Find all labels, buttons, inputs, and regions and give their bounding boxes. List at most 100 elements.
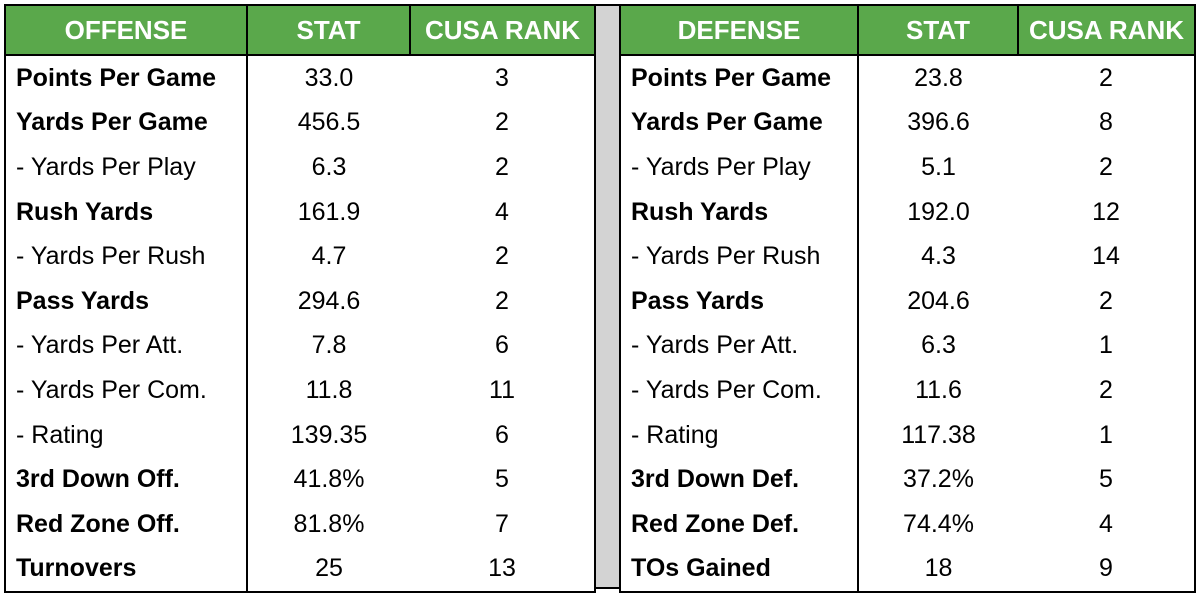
- defense-row-label: TOs Gained: [619, 546, 859, 593]
- defense-row-rank: 12: [1018, 189, 1196, 235]
- offense-row-label: - Yards Per Play: [4, 145, 248, 190]
- defense-row-rank: 1: [1018, 323, 1196, 369]
- offense-stat-header: STAT: [246, 4, 411, 56]
- table-row: Yards Per Game 396.6 8: [619, 100, 1196, 146]
- defense-row-label: - Yards Per Rush: [619, 234, 859, 279]
- defense-header-row: DEFENSE STAT CUSA RANK: [619, 4, 1196, 56]
- offense-row-stat: 7.8: [246, 323, 410, 369]
- table-row: Rush Yards 192.0 12: [619, 189, 1196, 235]
- offense-row-stat: 41.8%: [246, 457, 410, 502]
- defense-row-label: Yards Per Game: [619, 100, 859, 146]
- offense-row-stat: 456.5: [246, 100, 410, 146]
- offense-row-stat: 161.9: [246, 189, 410, 235]
- defense-row-stat: 18: [857, 546, 1018, 593]
- offense-row-rank: 3: [410, 55, 596, 101]
- defense-body: Points Per Game 23.8 2 Yards Per Game 396.6 8…: [619, 55, 1196, 593]
- offense-table: OFFENSE STAT CUSA RANK Points Per Game 33…: [4, 4, 596, 593]
- offense-row-label: - Yards Per Att.: [4, 323, 248, 369]
- defense-row-label: - Yards Per Att.: [619, 323, 859, 369]
- offense-row-label: Turnovers: [4, 546, 248, 593]
- table-row: - Yards Per Play 5.1 2: [619, 145, 1196, 190]
- offense-row-stat: 81.8%: [246, 501, 410, 547]
- offense-header: OFFENSE: [4, 4, 248, 56]
- defense-row-rank: 2: [1018, 145, 1196, 190]
- defense-row-stat: 23.8: [857, 55, 1018, 101]
- defense-row-stat: 396.6: [857, 100, 1018, 146]
- offense-row-label: - Yards Per Rush: [4, 234, 248, 279]
- table-row: - Yards Per Play 6.3 2: [4, 145, 596, 190]
- offense-row-label: 3rd Down Off.: [4, 457, 248, 502]
- offense-row-stat: 33.0: [246, 55, 410, 101]
- offense-row-rank: 7: [410, 501, 596, 547]
- table-row: Points Per Game 33.0 3: [4, 55, 596, 101]
- table-row: - Yards Per Att. 6.3 1: [619, 323, 1196, 369]
- offense-row-label: Points Per Game: [4, 55, 248, 101]
- offense-rank-header: CUSA RANK: [409, 4, 596, 56]
- offense-row-rank: 5: [410, 457, 596, 502]
- table-row: Points Per Game 23.8 2: [619, 55, 1196, 101]
- table-row: 3rd Down Def. 37.2% 5: [619, 457, 1196, 502]
- offense-row-stat: 25: [246, 546, 410, 593]
- defense-row-rank: 9: [1018, 546, 1196, 593]
- defense-row-rank: 4: [1018, 501, 1196, 547]
- offense-row-stat: 139.35: [246, 412, 410, 458]
- table-row: Pass Yards 204.6 2: [619, 278, 1196, 324]
- table-row: - Rating 117.38 1: [619, 412, 1196, 458]
- table-row: 3rd Down Off. 41.8% 5: [4, 457, 596, 502]
- offense-row-label: Rush Yards: [4, 189, 248, 235]
- offense-row-label: - Yards Per Com.: [4, 368, 248, 413]
- offense-row-stat: 6.3: [246, 145, 410, 190]
- defense-row-stat: 4.3: [857, 234, 1018, 279]
- defense-header: DEFENSE: [619, 4, 859, 56]
- offense-row-rank: 6: [410, 412, 596, 458]
- table-divider: [596, 4, 619, 589]
- offense-row-rank: 11: [410, 368, 596, 413]
- offense-row-label: - Rating: [4, 412, 248, 458]
- defense-stat-header: STAT: [857, 4, 1019, 56]
- defense-rank-header: CUSA RANK: [1017, 4, 1196, 56]
- defense-row-rank: 1: [1018, 412, 1196, 458]
- table-row: - Yards Per Rush 4.7 2: [4, 234, 596, 279]
- defense-row-label: - Rating: [619, 412, 859, 458]
- defense-row-stat: 117.38: [857, 412, 1018, 458]
- defense-row-stat: 5.1: [857, 145, 1018, 190]
- defense-row-stat: 11.6: [857, 368, 1018, 413]
- offense-row-stat: 11.8: [246, 368, 410, 413]
- defense-row-stat: 6.3: [857, 323, 1018, 369]
- offense-row-stat: 4.7: [246, 234, 410, 279]
- table-row: Rush Yards 161.9 4: [4, 189, 596, 235]
- offense-row-rank: 2: [410, 100, 596, 146]
- offense-row-label: Pass Yards: [4, 278, 248, 324]
- table-row: - Rating 139.35 6: [4, 412, 596, 458]
- offense-row-rank: 2: [410, 145, 596, 190]
- offense-row-rank: 2: [410, 278, 596, 324]
- offense-row-rank: 13: [410, 546, 596, 593]
- offense-row-rank: 2: [410, 234, 596, 279]
- defense-row-label: - Yards Per Play: [619, 145, 859, 190]
- table-row: Yards Per Game 456.5 2: [4, 100, 596, 146]
- offense-body: Points Per Game 33.0 3 Yards Per Game 456.5 2…: [4, 55, 596, 593]
- defense-row-label: Red Zone Def.: [619, 501, 859, 547]
- defense-row-label: - Yards Per Com.: [619, 368, 859, 413]
- defense-row-label: 3rd Down Def.: [619, 457, 859, 502]
- table-row: - Yards Per Com. 11.8 11: [4, 368, 596, 413]
- defense-row-rank: 2: [1018, 368, 1196, 413]
- table-row: TOs Gained 18 9: [619, 546, 1196, 593]
- table-row: Red Zone Off. 81.8% 7: [4, 501, 596, 547]
- offense-row-rank: 6: [410, 323, 596, 369]
- defense-row-stat: 204.6: [857, 278, 1018, 324]
- table-row: - Yards Per Att. 7.8 6: [4, 323, 596, 369]
- defense-row-label: Rush Yards: [619, 189, 859, 235]
- table-row: Red Zone Def. 74.4% 4: [619, 501, 1196, 547]
- offense-row-stat: 294.6: [246, 278, 410, 324]
- defense-row-label: Pass Yards: [619, 278, 859, 324]
- offense-header-row: OFFENSE STAT CUSA RANK: [4, 4, 596, 56]
- defense-table: DEFENSE STAT CUSA RANK Points Per Game 23…: [619, 4, 1196, 593]
- offense-row-label: Red Zone Off.: [4, 501, 248, 547]
- defense-row-rank: 2: [1018, 55, 1196, 101]
- table-row: Pass Yards 294.6 2: [4, 278, 596, 324]
- defense-row-rank: 8: [1018, 100, 1196, 146]
- offense-row-rank: 4: [410, 189, 596, 235]
- table-row: - Yards Per Rush 4.3 14: [619, 234, 1196, 279]
- defense-row-rank: 5: [1018, 457, 1196, 502]
